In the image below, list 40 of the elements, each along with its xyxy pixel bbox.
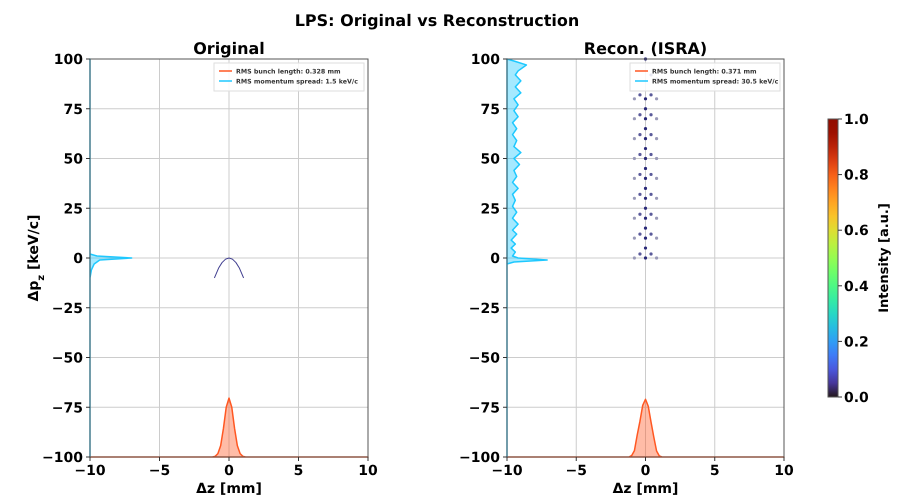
x-axis-title: Δz [mm] xyxy=(612,481,678,496)
y-tick-label: −25 xyxy=(468,300,500,317)
color-bar-label: 0.4 xyxy=(844,278,870,295)
y-tick-label: 50 xyxy=(64,152,84,168)
color-bar-label: 0.0 xyxy=(844,390,870,406)
y-tick-label: −75 xyxy=(52,400,83,416)
x-tick-label: −5 xyxy=(148,463,170,479)
y-tick-label: −50 xyxy=(52,350,84,366)
x-tick-label: −5 xyxy=(566,463,587,479)
y-tick-label: −50 xyxy=(468,350,500,366)
color-bar-label: 1.0 xyxy=(844,112,870,128)
y-tick-label: 25 xyxy=(64,201,83,218)
chart-title: Original xyxy=(193,39,265,58)
x-tick-label: 10 xyxy=(774,463,794,479)
x-tick-label: 0 xyxy=(224,463,234,479)
chart-title: Recon. (ISRA) xyxy=(584,39,708,58)
color-bar-label: 0.8 xyxy=(844,168,869,184)
y-tick-label: 100 xyxy=(54,52,84,68)
x-tick-label: 5 xyxy=(294,463,304,479)
y-tick-label: −75 xyxy=(468,400,500,416)
y-tick-label: 0 xyxy=(490,251,500,267)
text: LPS: Original vs Reconstruction xyxy=(294,11,580,30)
x-tick-label: −10 xyxy=(491,463,523,479)
color-bar-label: 0.6 xyxy=(844,223,869,240)
x-tick-label: −10 xyxy=(74,463,106,479)
y-tick-label: 75 xyxy=(64,102,83,118)
x-axis-title: Δz [mm] xyxy=(196,481,262,496)
y-tick-label: −100 xyxy=(459,450,500,466)
y-tick-label: 100 xyxy=(470,52,500,68)
x-tick-label: 5 xyxy=(710,463,720,479)
color-bar-title: Intensity [a.u.] xyxy=(877,203,892,313)
x-tick-label: 0 xyxy=(640,463,651,479)
y-tick-label: 0 xyxy=(73,251,84,267)
x-tick-label: 10 xyxy=(358,463,378,479)
y-tick-label: −25 xyxy=(52,300,83,317)
color-bar-label: 0.2 xyxy=(844,334,869,350)
y-tick-label: 50 xyxy=(480,152,500,168)
y-tick-label: −100 xyxy=(42,450,84,466)
y-tick-label: 25 xyxy=(480,201,500,218)
y-tick-label: 75 xyxy=(480,102,500,118)
